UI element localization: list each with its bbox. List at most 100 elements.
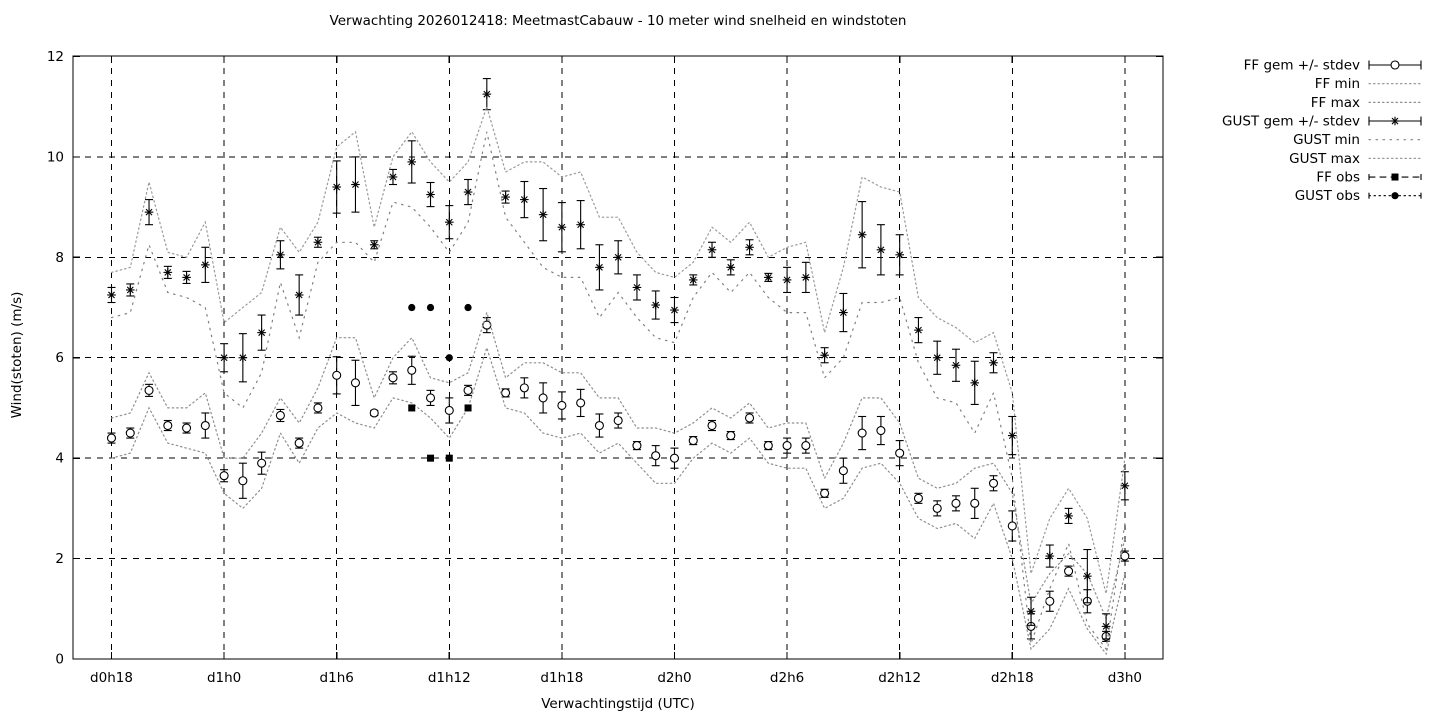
gust_mean-point <box>482 89 492 99</box>
ff_mean-point <box>707 420 717 431</box>
gust_mean-point <box>182 273 191 282</box>
gust_mean-point <box>876 245 886 255</box>
ff_mean-point <box>182 423 192 433</box>
grid <box>73 56 1163 659</box>
ff_mean-point <box>425 393 436 403</box>
ff_mean-point <box>726 431 736 441</box>
ff_mean-point <box>313 403 323 413</box>
ff_mean-point <box>613 415 623 426</box>
gust_mean-point <box>125 285 135 295</box>
gust_mean-point <box>313 237 323 247</box>
gust_mean-point <box>107 290 116 300</box>
gust_mean-point <box>576 220 585 229</box>
legend-marker-ff_mean <box>1390 60 1400 70</box>
ff_mean-point <box>519 383 529 393</box>
gust_mean-point <box>388 172 398 182</box>
gust_mean-point <box>219 353 229 363</box>
legend-marker-ff_obs <box>1391 173 1399 181</box>
gust_mean-point <box>257 328 266 337</box>
ff_obs-point <box>464 404 472 412</box>
gust_mean-point <box>144 207 154 217</box>
gust_mean-point <box>613 253 623 262</box>
legend-row: FF obs <box>1316 170 1422 186</box>
ff_mean-point <box>275 410 285 421</box>
legend-row: FF min <box>1315 76 1422 92</box>
ff_mean-point <box>820 488 830 498</box>
ff_mean-point <box>688 436 698 446</box>
legend-label: FF gem +/- stdev <box>1244 58 1360 74</box>
gust_mean-point <box>726 263 736 272</box>
gust_mean-point <box>538 210 548 219</box>
ff_mean-point <box>988 478 999 488</box>
tick-labels: d0h18 d1h0 d1h6 d1h12 d1h18 d2h0 d2h6 d2h12 d2h1… <box>47 49 1142 686</box>
gust_mean-point <box>163 268 173 277</box>
ff_mean-point <box>350 378 361 388</box>
gust_obs-point <box>408 303 416 312</box>
ff_mean-point <box>332 370 342 380</box>
legend-row: GUST min <box>1293 132 1422 148</box>
gust_mean-point <box>1083 571 1092 581</box>
ff_mean-point <box>1007 521 1017 531</box>
ff_mean-point <box>876 425 886 436</box>
gust_mean-point <box>764 273 773 282</box>
y-tick-label: 10 <box>47 149 64 165</box>
gust_mean-point <box>201 260 210 270</box>
gust_mean-point <box>1101 622 1111 631</box>
ff_mean-point <box>501 388 511 398</box>
legend-label: FF min <box>1315 76 1360 92</box>
gust_mean-point <box>782 275 792 285</box>
x-tick-label: d2h18 <box>991 670 1034 686</box>
gust_mean-point <box>839 308 848 317</box>
legend-marker-gust_mean <box>1390 116 1400 126</box>
ff_mean-point <box>1120 551 1130 561</box>
gust_mean-point <box>369 240 379 250</box>
ff_mean-point <box>970 498 980 508</box>
ff_min-envelope-line <box>110 345 1126 656</box>
x-tick-label: d2h6 <box>770 670 804 686</box>
x-tick-label: d1h12 <box>428 670 471 686</box>
ff_mean-point <box>951 498 961 508</box>
ff_mean-point <box>369 408 379 418</box>
gust_mean-point <box>932 353 942 363</box>
y-tick-label: 8 <box>55 250 64 266</box>
ff_mean-point <box>744 413 755 423</box>
x-tick-label: d2h12 <box>878 670 921 686</box>
gust_max-envelope-line <box>110 104 1126 594</box>
ff_mean-point <box>932 503 942 513</box>
ff_mean-point <box>463 385 473 395</box>
ff_obs-series <box>408 404 472 462</box>
legend-label: FF max <box>1311 95 1360 111</box>
gust_mean-series <box>107 78 1130 640</box>
gust_mean-point <box>801 273 811 282</box>
ff_mean-point <box>557 400 567 410</box>
x-tick-label: d1h18 <box>540 670 583 686</box>
ff_obs-point <box>408 404 416 412</box>
y-tick-label: 4 <box>55 451 64 467</box>
y-tick-label: 12 <box>47 49 64 65</box>
gust_mean-point <box>426 190 435 199</box>
gust_mean-point <box>294 290 304 300</box>
gust_mean-point <box>651 300 661 310</box>
legend-row: FF gem +/- stdev <box>1244 58 1422 74</box>
ff_mean-point <box>106 433 117 443</box>
ff_mean-point <box>1045 596 1055 606</box>
ff_mean-point <box>801 441 811 451</box>
axis-ticks <box>73 55 1163 660</box>
gust_mean-point <box>501 192 510 202</box>
gust_min-envelope-line <box>110 131 1126 651</box>
gust_mean-point <box>595 263 604 272</box>
gust_obs-point <box>464 303 472 312</box>
y-tick-label: 6 <box>55 350 64 366</box>
ff_mean-point <box>407 365 417 375</box>
gust_mean-point <box>857 230 867 240</box>
ff_mean-point <box>219 471 229 481</box>
x-tick-label: d2h0 <box>657 670 691 686</box>
gust_mean-point <box>688 275 698 285</box>
ff_mean-point <box>238 476 248 486</box>
gust_mean-point <box>895 250 904 260</box>
x-axis-label: Verwachtingstijd (UTC) <box>541 696 695 712</box>
gust_mean-point <box>238 353 248 363</box>
ff_mean-point <box>388 373 398 383</box>
gust_mean-point <box>1120 481 1130 491</box>
gust_mean-point <box>444 217 454 227</box>
